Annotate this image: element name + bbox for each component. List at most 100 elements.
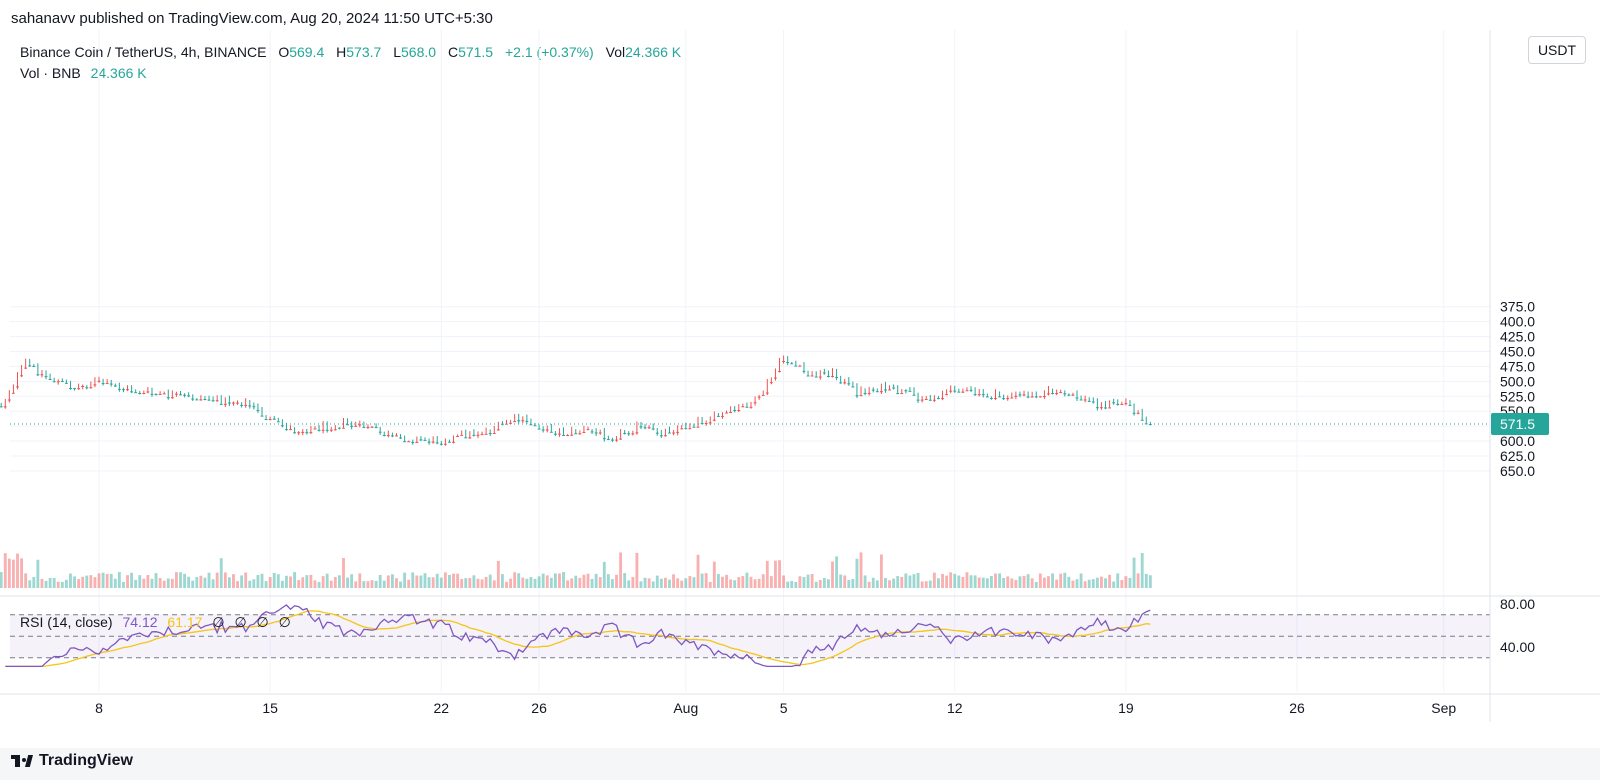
candle-body bbox=[260, 415, 264, 417]
candle-body bbox=[908, 390, 912, 392]
volume-bar bbox=[183, 573, 187, 588]
time-tick-label: 19 bbox=[1118, 700, 1134, 716]
tradingview-logo[interactable]: TradingView bbox=[11, 752, 133, 770]
volume-bar bbox=[1055, 579, 1059, 588]
candle-body bbox=[668, 432, 671, 434]
candle-body bbox=[651, 428, 655, 430]
candle-body bbox=[452, 441, 455, 443]
candle-body bbox=[647, 427, 651, 429]
candle-body bbox=[941, 398, 944, 400]
volume-bar bbox=[1047, 576, 1050, 588]
volume-bar bbox=[888, 580, 891, 588]
candle-body bbox=[635, 432, 639, 434]
candle-body bbox=[162, 393, 166, 395]
volume-bar bbox=[370, 580, 374, 588]
close-value: 571.5 bbox=[458, 44, 494, 60]
rsi-label[interactable]: RSI (14, close) bbox=[20, 614, 113, 630]
candle-body bbox=[60, 381, 64, 383]
volume-bar bbox=[668, 579, 671, 588]
candle-body bbox=[757, 396, 761, 398]
volume-bar bbox=[423, 573, 427, 588]
candle-body bbox=[1108, 407, 1112, 409]
volume-bar bbox=[16, 553, 19, 588]
volume-bar bbox=[912, 574, 916, 588]
chart-grid bbox=[10, 30, 1490, 692]
candle-body bbox=[40, 374, 44, 376]
volume-bar bbox=[403, 572, 407, 588]
rsi-tick-label: 40.00 bbox=[1500, 639, 1535, 655]
time-tick-label: 22 bbox=[434, 700, 450, 716]
candle-body bbox=[211, 400, 215, 402]
volume-bar bbox=[1112, 581, 1116, 588]
volume-bar bbox=[158, 578, 162, 588]
candle-body bbox=[3, 406, 7, 408]
volume-bar bbox=[464, 578, 468, 588]
volume-bar bbox=[264, 581, 268, 588]
candle-body bbox=[419, 439, 423, 441]
volume-study-label[interactable]: Vol · BNB bbox=[20, 65, 81, 81]
candle-body bbox=[244, 404, 248, 406]
volume-bar bbox=[276, 574, 280, 588]
volume-bar bbox=[892, 578, 896, 588]
candle-body bbox=[643, 427, 647, 429]
time-tick-label: 5 bbox=[780, 700, 788, 716]
volume-bar bbox=[1051, 573, 1054, 588]
rsi-legend: RSI (14, close) 74.12 61.17 ∅ ∅ ∅ ∅ bbox=[20, 614, 291, 631]
price-tick-label: 625.0 bbox=[1500, 448, 1535, 464]
volume-bar bbox=[761, 574, 765, 588]
symbol-name[interactable]: Binance Coin / TetherUS, 4h, BINANCE bbox=[20, 44, 267, 60]
empty-value-icon: ∅ bbox=[278, 614, 291, 630]
volume-bar bbox=[1075, 579, 1079, 588]
candle-body bbox=[285, 429, 288, 431]
volume-bar bbox=[537, 576, 541, 588]
candle-body bbox=[932, 399, 936, 401]
candle-body bbox=[309, 432, 313, 434]
volume-bar bbox=[558, 573, 561, 588]
volume-bar bbox=[533, 578, 537, 588]
volume-bar bbox=[146, 574, 150, 588]
candle-body bbox=[969, 389, 973, 391]
candle-body bbox=[623, 432, 627, 434]
candle-body bbox=[362, 426, 366, 428]
candle-body bbox=[1067, 394, 1071, 396]
candle-body bbox=[276, 421, 280, 423]
currency-unit-button[interactable]: USDT bbox=[1528, 36, 1586, 64]
volume-bar bbox=[606, 574, 610, 588]
candle-body bbox=[329, 429, 333, 431]
candle-body bbox=[195, 399, 199, 401]
candle-body bbox=[998, 396, 1002, 398]
axes: 375.0400.0425.0450.0475.0500.0525.0550.0… bbox=[0, 30, 1600, 722]
candle-body bbox=[802, 370, 806, 372]
candle-body bbox=[443, 443, 447, 445]
volume-bar bbox=[1100, 576, 1103, 588]
candle-body bbox=[207, 399, 211, 401]
volume-bar bbox=[219, 558, 223, 588]
volume-bar bbox=[28, 580, 32, 588]
candle-body bbox=[680, 428, 684, 430]
volume-bar bbox=[252, 579, 256, 588]
volume-bar bbox=[117, 572, 121, 588]
price-chart[interactable]: 375.0400.0425.0450.0475.0500.0525.0550.0… bbox=[0, 0, 1600, 748]
volume-bar bbox=[1120, 580, 1124, 588]
volume-bar bbox=[1014, 579, 1018, 588]
volume-bar bbox=[541, 573, 545, 588]
candle-body bbox=[1030, 396, 1034, 398]
volume-bar bbox=[297, 580, 301, 588]
candle-body bbox=[435, 442, 439, 444]
candle-body bbox=[602, 438, 606, 440]
candle-body bbox=[215, 400, 219, 402]
candle-body bbox=[867, 392, 871, 394]
candle-body bbox=[672, 432, 676, 434]
volume-bar bbox=[941, 573, 944, 588]
candle-body bbox=[806, 375, 810, 377]
volume-bar bbox=[431, 577, 435, 588]
tradingview-mark-icon bbox=[11, 755, 33, 767]
volume-bar bbox=[879, 554, 883, 588]
candle-body bbox=[708, 422, 712, 424]
candle-body bbox=[52, 381, 56, 383]
candle-body bbox=[871, 389, 875, 391]
candle-body bbox=[631, 433, 635, 435]
volume-bar bbox=[716, 574, 720, 588]
candle-body bbox=[924, 399, 928, 401]
volume-bar bbox=[36, 559, 40, 588]
